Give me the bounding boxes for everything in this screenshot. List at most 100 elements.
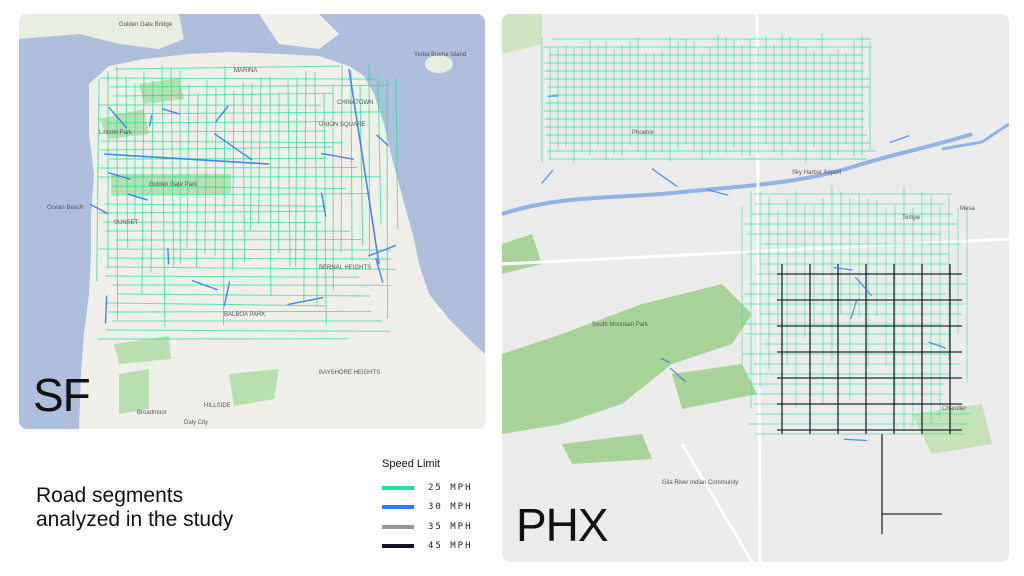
legend-swatch	[382, 485, 414, 490]
road-segment	[541, 169, 554, 184]
road-segment	[108, 172, 131, 180]
sf-place-label: Yerba Buena Island	[414, 52, 466, 58]
sf-place-label: SUNSET	[114, 220, 139, 226]
road-segment	[113, 111, 387, 115]
road-segment	[368, 64, 371, 258]
road-segment	[108, 310, 372, 313]
road-segment	[314, 72, 318, 307]
road-segment	[376, 134, 389, 147]
road-segment	[103, 153, 270, 165]
road-segment	[111, 193, 371, 196]
sf-place-label: MARINA	[234, 68, 257, 74]
road-segment	[669, 367, 686, 382]
road-segment	[99, 248, 391, 251]
sf-place-label: UNION SQUARE	[319, 122, 365, 128]
road-segment	[295, 77, 298, 267]
sf-place-label: BAYSHORE HEIGHTS	[319, 370, 380, 376]
road-segment	[854, 276, 873, 297]
road-segment	[114, 65, 341, 70]
road-segment	[833, 266, 853, 271]
legend-item: 25 MPH	[382, 478, 492, 498]
legend-label: 45 MPH	[428, 541, 473, 552]
phx-map: Phoenix Tempe Mesa Chandler Sky Harbor A…	[502, 14, 1009, 562]
road-segment	[109, 157, 326, 160]
road-segment	[106, 121, 324, 124]
sf-place-label: Lincoln Park	[99, 130, 133, 136]
road-segment	[186, 84, 190, 248]
road-segment	[113, 92, 333, 97]
road-segment	[110, 84, 389, 88]
sf-place-label: Ocean Beach	[47, 205, 83, 211]
road-segment	[368, 244, 397, 257]
road-segment	[889, 135, 910, 144]
sf-place-labels: Golden Gate Bridge MARINA UNION SQUARE C…	[47, 22, 466, 426]
phx-place-label: Gila River Indian Community	[662, 480, 738, 486]
road-segment	[377, 77, 382, 225]
road-segment	[287, 296, 324, 306]
road-segment	[116, 293, 370, 297]
sf-place-label: Broadmoor	[137, 410, 167, 416]
sf-place-label: Golden Gate Park	[149, 182, 198, 188]
legend-swatch	[382, 505, 414, 510]
road-segment	[350, 70, 353, 262]
phx-place-label: South Mountain Park	[592, 322, 649, 328]
road-segment	[359, 86, 364, 247]
road-segment	[98, 210, 325, 214]
road-segment	[850, 300, 858, 319]
road-segment	[106, 130, 325, 133]
sf-place-label: CHINATOWN	[337, 100, 373, 106]
legend-title: Speed Limit	[382, 458, 441, 470]
road-segment	[191, 279, 218, 291]
road-segment	[204, 80, 208, 254]
road-segment	[340, 64, 343, 253]
legend-swatch	[382, 524, 414, 529]
road-segment	[100, 77, 376, 80]
legend-item: 30 MPH	[382, 498, 492, 518]
sf-map-graphic: Golden Gate Bridge MARINA UNION SQUARE C…	[19, 14, 485, 429]
road-segment	[141, 71, 145, 295]
road-segment	[214, 87, 217, 257]
speed-limit-legend: Speed Limit 25 MPH 30 MPH 35 MPH 45 MPH	[382, 458, 492, 556]
road-segment	[660, 357, 671, 364]
road-segment	[320, 192, 327, 217]
sf-city-label: SF	[33, 369, 91, 421]
road-segment	[223, 281, 231, 307]
road-segment	[127, 193, 149, 201]
road-segment	[111, 185, 347, 190]
road-segment	[103, 221, 322, 224]
sf-place-label: BERNAL HEIGHTS	[319, 265, 371, 271]
sf-place-label: HILLSIDE	[204, 403, 231, 409]
road-segment	[231, 90, 235, 271]
caption-line: analyzed in the study	[36, 508, 234, 531]
road-segment	[99, 146, 333, 151]
road-segment	[96, 78, 100, 282]
legend-swatch	[382, 544, 414, 549]
road-segment	[105, 275, 359, 278]
road-segment	[651, 168, 678, 188]
road-segment	[105, 329, 390, 332]
road-segment	[99, 166, 358, 169]
road-segment	[215, 105, 229, 123]
phx-road-network	[541, 34, 971, 534]
sf-place-label: Daly City	[184, 420, 208, 426]
sf-place-label: Golden Gate Bridge	[119, 22, 173, 28]
road-segment	[707, 189, 729, 196]
road-segment	[257, 77, 262, 225]
road-segment	[213, 133, 253, 161]
road-segment	[320, 152, 354, 161]
phx-map-graphic: Phoenix Tempe Mesa Chandler Sky Harbor A…	[502, 14, 1009, 562]
road-segment	[106, 266, 397, 270]
legend-label: 30 MPH	[428, 502, 473, 513]
road-segment	[106, 257, 392, 260]
phx-place-labels: Phoenix Tempe Mesa Chandler Sky Harbor A…	[592, 130, 975, 486]
road-segment	[303, 71, 307, 304]
road-segment	[89, 203, 109, 215]
road-segment	[843, 438, 867, 442]
legend-label: 25 MPH	[428, 482, 473, 493]
road-segment	[167, 248, 170, 265]
road-segment	[108, 106, 128, 129]
road-segment	[386, 77, 389, 319]
legend-label: 35 MPH	[428, 521, 473, 532]
road-segment	[148, 114, 153, 127]
legend-item: 45 MPH	[382, 537, 492, 557]
